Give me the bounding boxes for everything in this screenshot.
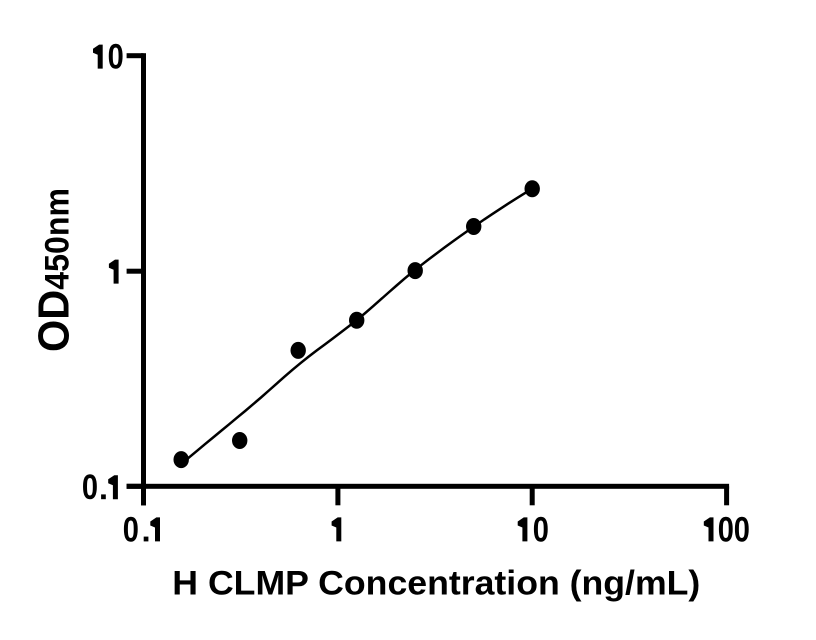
svg-text:0: 0 (734, 510, 750, 549)
svg-text:0: 0 (108, 37, 124, 76)
svg-text:OD450nm: OD450nm (30, 188, 79, 352)
svg-text:H CLMP Concentration (ng/mL): H CLMP Concentration (ng/mL) (172, 565, 700, 603)
svg-text:0: 0 (123, 510, 139, 549)
svg-text:0: 0 (718, 510, 734, 549)
svg-text:0: 0 (533, 510, 549, 549)
svg-text:0: 0 (82, 468, 98, 507)
